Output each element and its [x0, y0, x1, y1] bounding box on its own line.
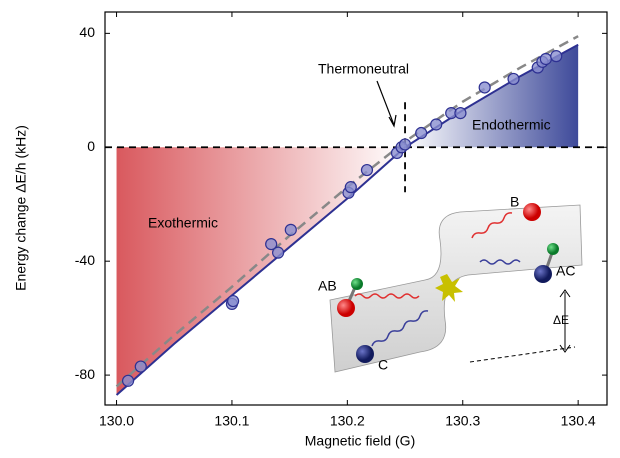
atom	[534, 265, 552, 283]
data-point	[273, 247, 284, 258]
data-point	[400, 139, 411, 150]
chart: 130.0 130.1 130.2 130.3 130.4 40 0 -40 -80 B AB …	[0, 0, 620, 453]
data-point	[228, 296, 239, 307]
data-point	[345, 182, 356, 193]
inset-diagram: B AB AC C ΔE	[318, 194, 582, 373]
data-point	[285, 224, 296, 235]
annotation: Thermoneutral	[318, 61, 409, 77]
atom	[356, 345, 374, 363]
inset-label: C	[378, 357, 388, 373]
y-tick-label: -80	[75, 366, 95, 382]
inset-label: AB	[318, 278, 337, 294]
data-point	[123, 375, 134, 386]
inset-label: ΔE	[553, 313, 569, 327]
y-tick-label: 0	[87, 138, 95, 154]
y-tick-label: -40	[75, 252, 95, 268]
data-point	[479, 82, 490, 93]
atom	[351, 278, 363, 290]
atom	[337, 299, 355, 317]
x-tick-label: 130.0	[99, 413, 134, 429]
data-point	[551, 51, 562, 62]
y-axis-label: Energy change ΔE/h (kHz)	[13, 125, 29, 291]
inset-label: AC	[556, 263, 575, 279]
data-point	[455, 108, 466, 119]
data-point	[431, 119, 442, 130]
guide-line	[470, 347, 575, 362]
inset-label: B	[510, 194, 519, 210]
atom	[547, 243, 559, 255]
y-tick-label: 40	[79, 24, 95, 40]
annotation: Exothermic	[148, 215, 218, 231]
x-tick-label: 130.2	[330, 413, 365, 429]
annotation: Endothermic	[472, 117, 551, 133]
x-tick-label: 130.1	[214, 413, 249, 429]
data-point	[508, 73, 519, 84]
atom	[523, 203, 541, 221]
data-point	[361, 165, 372, 176]
x-axis-label: Magnetic field (G)	[305, 433, 415, 449]
data-point	[416, 128, 427, 139]
data-point	[540, 53, 551, 64]
annotation-arrow	[377, 81, 396, 126]
x-tick-label: 130.3	[445, 413, 480, 429]
data-point	[135, 361, 146, 372]
x-tick-label: 130.4	[561, 413, 596, 429]
